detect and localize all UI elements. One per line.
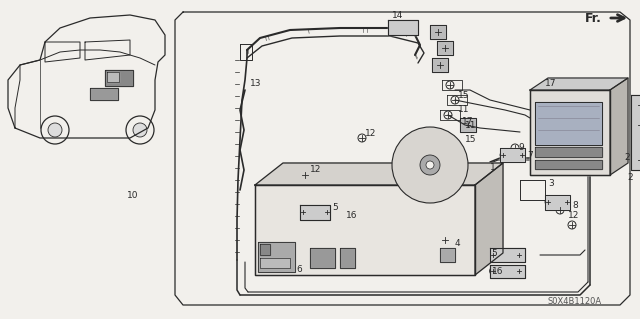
Polygon shape xyxy=(260,258,290,268)
Circle shape xyxy=(420,155,440,175)
Text: 5: 5 xyxy=(491,249,497,258)
Polygon shape xyxy=(475,163,503,275)
Text: 4: 4 xyxy=(455,240,461,249)
Polygon shape xyxy=(310,248,335,268)
Text: 12: 12 xyxy=(568,211,579,219)
Polygon shape xyxy=(490,265,525,278)
Text: 8: 8 xyxy=(572,201,578,210)
Text: 1: 1 xyxy=(490,164,496,173)
Circle shape xyxy=(126,116,154,144)
Polygon shape xyxy=(535,102,602,145)
Text: 10: 10 xyxy=(127,190,138,199)
Polygon shape xyxy=(610,78,628,175)
Polygon shape xyxy=(255,185,475,275)
Circle shape xyxy=(392,127,468,203)
Polygon shape xyxy=(460,118,476,132)
Text: 17: 17 xyxy=(545,79,557,88)
Text: 5: 5 xyxy=(332,203,338,211)
Text: 17: 17 xyxy=(462,117,474,127)
Text: 11: 11 xyxy=(465,121,477,130)
Text: Fr.: Fr. xyxy=(585,11,602,25)
Text: 12: 12 xyxy=(365,129,376,137)
Circle shape xyxy=(426,161,434,169)
Polygon shape xyxy=(437,41,453,55)
Circle shape xyxy=(48,123,62,137)
Polygon shape xyxy=(258,242,295,272)
Polygon shape xyxy=(535,147,602,157)
Polygon shape xyxy=(340,248,355,268)
Text: 16: 16 xyxy=(492,268,504,277)
Text: 14: 14 xyxy=(392,11,403,19)
Polygon shape xyxy=(530,90,610,175)
Text: 15: 15 xyxy=(458,91,470,100)
Polygon shape xyxy=(500,148,525,162)
Text: 13: 13 xyxy=(250,78,262,87)
Text: 12: 12 xyxy=(310,166,321,174)
Text: S0X4B1120A: S0X4B1120A xyxy=(548,298,602,307)
Circle shape xyxy=(133,123,147,137)
Circle shape xyxy=(41,116,69,144)
Polygon shape xyxy=(255,163,503,185)
Polygon shape xyxy=(631,95,640,170)
Polygon shape xyxy=(300,205,330,220)
Polygon shape xyxy=(530,78,628,90)
Polygon shape xyxy=(90,88,118,100)
Polygon shape xyxy=(107,72,119,82)
Polygon shape xyxy=(535,160,602,169)
Text: 2: 2 xyxy=(627,174,632,182)
Text: 9: 9 xyxy=(518,143,524,152)
Polygon shape xyxy=(530,90,610,175)
Polygon shape xyxy=(388,20,418,35)
Polygon shape xyxy=(255,185,475,275)
Text: 7: 7 xyxy=(527,152,532,160)
Polygon shape xyxy=(105,70,133,86)
Polygon shape xyxy=(432,58,448,72)
Text: 6: 6 xyxy=(296,265,301,275)
Text: 11: 11 xyxy=(458,105,470,114)
Polygon shape xyxy=(490,248,525,262)
Text: 16: 16 xyxy=(346,211,358,220)
Text: 2: 2 xyxy=(624,153,630,162)
Text: 15: 15 xyxy=(465,136,477,145)
Polygon shape xyxy=(545,195,570,210)
Polygon shape xyxy=(260,244,270,255)
Polygon shape xyxy=(440,248,455,262)
Polygon shape xyxy=(430,25,446,39)
Text: 3: 3 xyxy=(548,179,554,188)
